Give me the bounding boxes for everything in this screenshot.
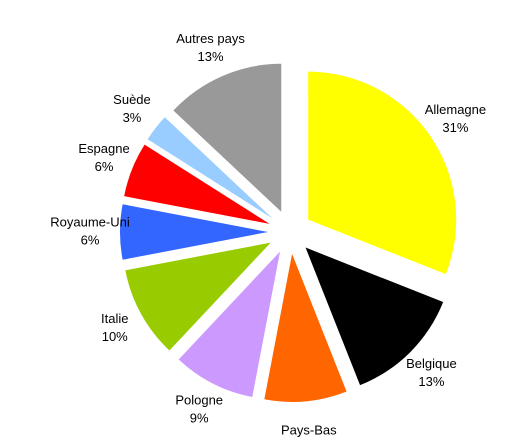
pie-slice [147, 117, 273, 219]
pie-slice [178, 251, 281, 397]
pie-slice [125, 242, 271, 351]
slice-label: Autres pays [176, 31, 245, 46]
slice-value-label: 6% [95, 159, 114, 174]
pie-slice [264, 253, 347, 402]
slice-label: Pays-Bas [281, 423, 337, 438]
pie-slice [120, 204, 268, 260]
pie-slice [124, 144, 270, 224]
slice-value-label: 9% [190, 411, 209, 426]
pie-slice [305, 247, 444, 386]
slice-value-label: 13% [198, 49, 224, 64]
slice-label: Italie [101, 311, 128, 326]
slice-value-label: 31% [442, 120, 468, 135]
pie-slice [173, 63, 282, 212]
slice-label: Espagne [78, 141, 129, 156]
slice-value-label: 6% [81, 232, 100, 247]
pie-slice [308, 71, 457, 275]
slice-label: Belgique [406, 356, 457, 371]
slice-label: Suède [113, 92, 151, 107]
slice-value-label: 13% [418, 374, 444, 389]
slice-value-label: 10% [102, 329, 128, 344]
slice-label: Royaume-Uni [50, 214, 130, 229]
slice-label: Allemagne [425, 102, 486, 117]
slice-value-label: 3% [123, 110, 142, 125]
slice-label: Pologne [175, 393, 223, 408]
